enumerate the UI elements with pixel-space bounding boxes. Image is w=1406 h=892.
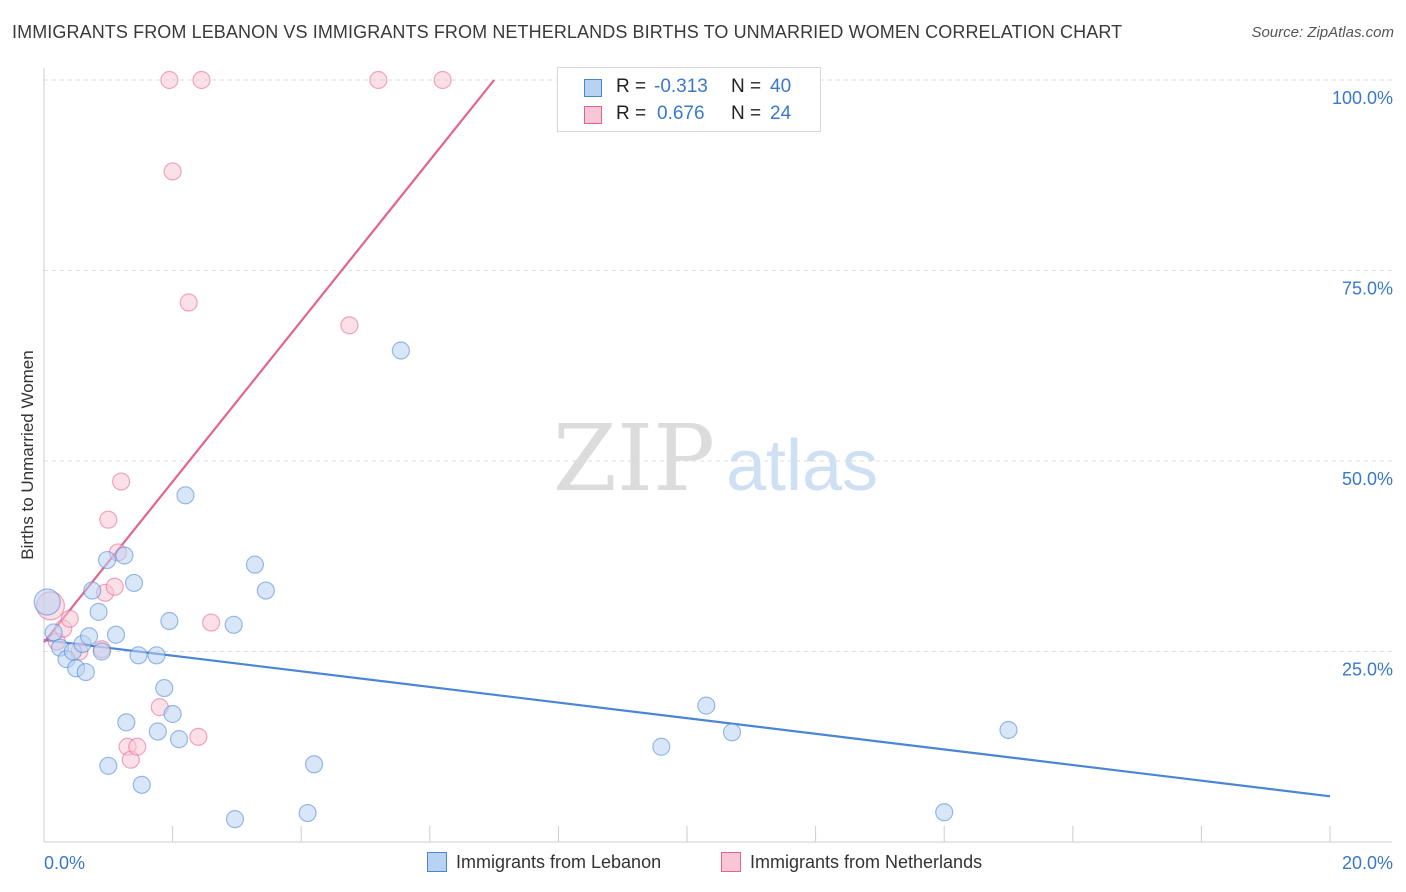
point-netherlands: [163, 162, 182, 181]
point-lebanon: [245, 555, 265, 574]
tick-labels: 25.0% 50.0% 75.0% 100.0% 0.0% 20.0%: [44, 88, 1393, 873]
point-lebanon: [298, 803, 317, 823]
point-lebanon: [92, 642, 111, 661]
point-netherlands: [60, 609, 79, 628]
point-lebanon: [117, 713, 136, 732]
legend-r-label: R =: [616, 103, 647, 124]
x-tick-label: 20.0%: [1342, 853, 1393, 873]
point-netherlands: [160, 70, 179, 90]
point-lebanon: [99, 756, 118, 775]
legend-n-label: N =: [731, 103, 762, 124]
point-lebanon: [155, 678, 174, 698]
y-tick-label: 50.0%: [1342, 469, 1393, 489]
legend-r-value: 0.676: [657, 103, 705, 124]
point-netherlands: [340, 316, 359, 335]
point-lebanon: [652, 737, 671, 756]
point-lebanon: [224, 615, 243, 634]
point-lebanon: [33, 588, 61, 616]
point-lebanon: [124, 573, 144, 593]
point-netherlands: [433, 70, 452, 90]
point-lebanon: [97, 550, 117, 570]
point-lebanon: [935, 803, 954, 822]
point-lebanon: [722, 723, 742, 742]
point-lebanon: [169, 730, 189, 749]
legend-r-label: R =: [616, 76, 647, 97]
point-lebanon: [999, 720, 1018, 740]
point-netherlands: [202, 613, 221, 632]
point-lebanon: [83, 581, 102, 600]
point-netherlands: [128, 737, 147, 756]
point-lebanon: [89, 602, 108, 621]
y-axis-title: Births to Unmarried Women: [18, 350, 37, 560]
point-lebanon: [115, 546, 134, 565]
legend-label-lebanon: Immigrants from Lebanon: [456, 852, 662, 872]
point-netherlands: [192, 70, 211, 90]
point-lebanon: [147, 646, 166, 665]
point-lebanon: [76, 662, 95, 682]
y-tick-label: 75.0%: [1342, 279, 1393, 299]
point-netherlands: [105, 577, 124, 596]
point-netherlands: [369, 70, 388, 90]
legend-item-lebanon: Immigrants from Lebanon: [427, 852, 661, 873]
legend-n-value: 40: [770, 76, 792, 97]
point-lebanon: [225, 810, 245, 829]
point-lebanon: [256, 581, 275, 600]
watermark-atlas: atlas: [726, 426, 878, 506]
legend-swatch-netherlands: [721, 852, 741, 872]
point-lebanon: [44, 623, 63, 642]
point-netherlands: [99, 510, 118, 529]
legend-row-lebanon: R = -0.313 N = 40: [558, 74, 818, 102]
point-lebanon: [697, 696, 716, 715]
legend-n-label: N =: [731, 76, 762, 97]
data-points: [33, 70, 1018, 829]
point-lebanon: [163, 704, 182, 724]
x-tick-label: 0.0%: [44, 853, 85, 873]
grid-lines: [44, 79, 1392, 652]
point-lebanon: [79, 627, 99, 646]
point-lebanon: [132, 775, 151, 794]
watermark-zip: ZIP: [553, 405, 715, 512]
point-lebanon: [304, 755, 324, 774]
point-netherlands: [179, 293, 198, 312]
correlation-legend: R = -0.313 N = 40 R = 0.676 N = 24: [557, 67, 821, 132]
source-credit: Source: ZipAtlas.com: [1251, 24, 1394, 41]
axes: [43, 68, 1392, 843]
legend-label-netherlands: Immigrants from Netherlands: [750, 852, 983, 872]
chart-title: IMMIGRANTS FROM LEBANON VS IMMIGRANTS FR…: [12, 22, 1123, 42]
legend-row-netherlands: R = 0.676 N = 24: [558, 101, 818, 129]
y-tick-label: 100.0%: [1332, 88, 1393, 108]
legend-swatch-lebanon: [427, 852, 447, 872]
y-tick-label: 25.0%: [1342, 660, 1393, 680]
legend-n-value: 24: [770, 103, 792, 124]
legend-swatch-netherlands: [584, 106, 602, 124]
trend-line-lebanon: [43, 638, 1331, 798]
legend-item-netherlands: Immigrants from Netherlands: [721, 852, 982, 873]
point-lebanon: [176, 486, 195, 505]
legend-r-value: -0.313: [654, 76, 708, 97]
point-lebanon: [106, 625, 126, 644]
point-lebanon: [391, 341, 410, 360]
point-lebanon: [160, 611, 179, 631]
legend-swatch-lebanon: [584, 79, 602, 97]
watermark: ZIP atlas: [553, 405, 878, 512]
point-netherlands: [112, 472, 131, 491]
point-lebanon: [129, 646, 148, 665]
point-netherlands: [189, 727, 208, 746]
point-lebanon: [148, 722, 167, 741]
